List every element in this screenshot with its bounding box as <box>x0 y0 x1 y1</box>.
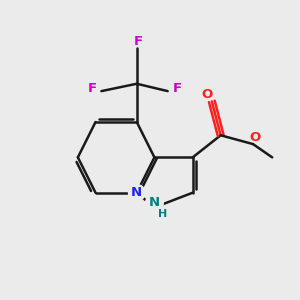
Text: O: O <box>201 88 212 101</box>
Text: F: F <box>134 34 143 48</box>
Text: O: O <box>249 131 260 144</box>
Circle shape <box>128 184 145 201</box>
Text: N: N <box>149 196 160 208</box>
Text: F: F <box>87 82 97 95</box>
Circle shape <box>146 194 163 212</box>
Text: N: N <box>131 186 142 199</box>
Text: H: H <box>158 209 167 219</box>
Text: F: F <box>172 82 182 95</box>
